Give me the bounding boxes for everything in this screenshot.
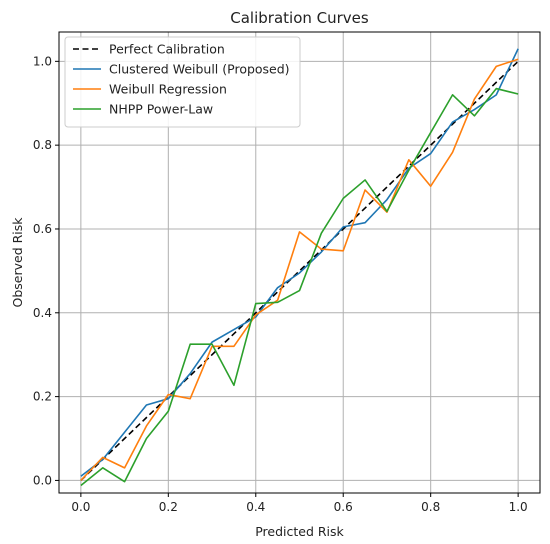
x-tick-label: 0.8 (421, 500, 440, 514)
series-lines (80, 48, 519, 487)
chart-title: Calibration Curves (230, 9, 369, 27)
series-line-2 (80, 48, 519, 477)
series-line-4 (80, 87, 519, 487)
y-tick-label: 0.6 (33, 222, 52, 236)
x-tick-label: 0.2 (159, 500, 178, 514)
y-axis-label: Observed Risk (10, 217, 25, 308)
legend-entry-label: Clustered Weibull (Proposed) (109, 62, 290, 77)
legend-entry-label: Weibull Regression (109, 82, 227, 97)
x-tick-label: 0.0 (71, 500, 90, 514)
axis-ticks: 0.0 0.2 0.4 0.6 0.8 1.0 0.0 0.2 0.4 0.6 0.8 1.0 (33, 54, 528, 514)
x-tick-label: 0.6 (334, 500, 353, 514)
y-tick-label: 0.4 (33, 306, 52, 320)
y-tick-label: 0.2 (33, 390, 52, 404)
series-line-3 (80, 58, 519, 481)
x-tick-label: 0.4 (246, 500, 265, 514)
legend-entry-label: NHPP Power-Law (109, 102, 213, 117)
legend-entry-label: Perfect Calibration (109, 42, 225, 57)
y-tick-label: 0.0 (33, 473, 52, 487)
y-tick-label: 1.0 (33, 54, 52, 68)
x-axis-label: Predicted Risk (255, 524, 344, 539)
legend: Perfect Calibration Clustered Weibull (Pr… (64, 36, 301, 128)
plot-frame (58, 31, 541, 494)
y-tick-label: 0.8 (33, 138, 52, 152)
legend-box (64, 36, 301, 128)
x-tick-label: 1.0 (509, 500, 528, 514)
